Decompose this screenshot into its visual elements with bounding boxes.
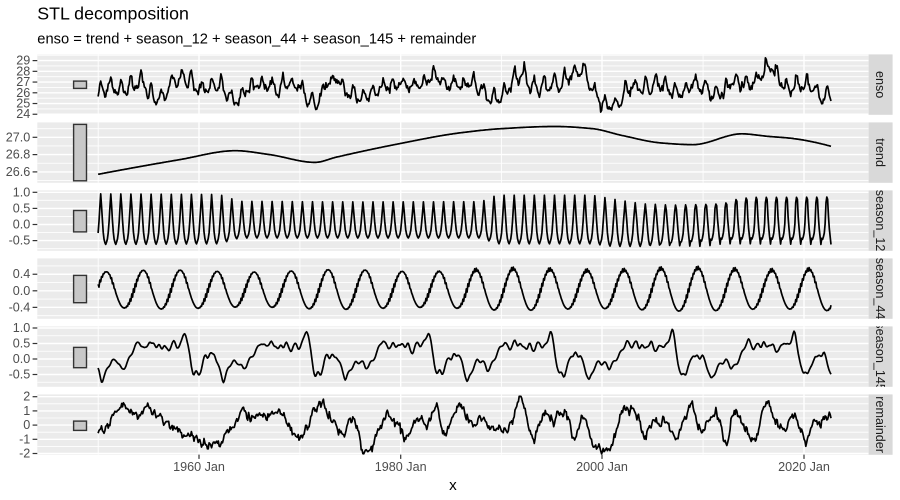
svg-text:25: 25 bbox=[16, 97, 30, 111]
svg-text:-1: -1 bbox=[19, 432, 30, 446]
svg-text:1960 Jan: 1960 Jan bbox=[173, 460, 225, 474]
svg-text:26.6: 26.6 bbox=[6, 165, 31, 179]
svg-text:x: x bbox=[449, 477, 457, 494]
svg-text:2020 Jan: 2020 Jan bbox=[778, 460, 830, 474]
svg-text:-0.5: -0.5 bbox=[9, 368, 31, 382]
svg-text:trend: trend bbox=[873, 138, 887, 167]
svg-text:season_145: season_145 bbox=[873, 322, 887, 391]
svg-text:season_12: season_12 bbox=[873, 190, 887, 252]
svg-text:0.0: 0.0 bbox=[13, 218, 31, 232]
svg-text:27.0: 27.0 bbox=[6, 130, 31, 144]
svg-text:1.0: 1.0 bbox=[13, 185, 31, 199]
svg-text:26.8: 26.8 bbox=[6, 148, 31, 162]
svg-text:remainder: remainder bbox=[873, 396, 887, 453]
svg-text:-0.4: -0.4 bbox=[9, 300, 31, 314]
svg-text:-2: -2 bbox=[19, 447, 30, 461]
svg-text:0.0: 0.0 bbox=[13, 352, 31, 366]
svg-text:28: 28 bbox=[16, 64, 30, 78]
svg-text:1.0: 1.0 bbox=[13, 321, 31, 335]
svg-text:2: 2 bbox=[23, 390, 30, 404]
svg-text:1: 1 bbox=[23, 404, 30, 418]
svg-text:-0.5: -0.5 bbox=[9, 234, 31, 248]
svg-text:27: 27 bbox=[16, 75, 30, 89]
svg-text:2000 Jan: 2000 Jan bbox=[576, 460, 628, 474]
svg-text:enso: enso bbox=[873, 71, 887, 98]
svg-text:0.0: 0.0 bbox=[13, 284, 31, 298]
svg-text:season_44: season_44 bbox=[873, 258, 887, 320]
svg-text:enso = trend + season_12 + sea: enso = trend + season_12 + season_44 + s… bbox=[37, 32, 476, 48]
svg-text:0.5: 0.5 bbox=[13, 201, 31, 215]
svg-text:STL decomposition: STL decomposition bbox=[37, 3, 189, 23]
svg-text:26: 26 bbox=[16, 86, 30, 100]
svg-text:0: 0 bbox=[23, 418, 30, 432]
svg-text:29: 29 bbox=[16, 54, 30, 68]
svg-text:0.4: 0.4 bbox=[13, 267, 31, 281]
svg-text:1980 Jan: 1980 Jan bbox=[375, 460, 427, 474]
svg-text:24: 24 bbox=[16, 107, 30, 121]
svg-text:0.5: 0.5 bbox=[13, 337, 31, 351]
